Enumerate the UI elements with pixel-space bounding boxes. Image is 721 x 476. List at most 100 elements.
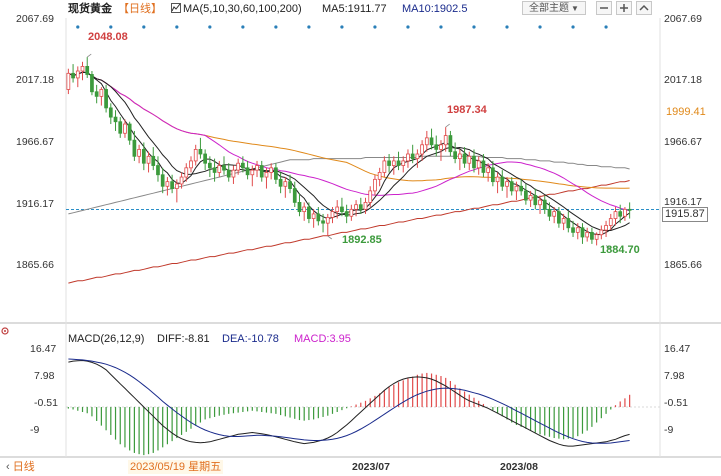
candle-body [476, 160, 481, 169]
y-tick-right-1: 2017.18 [664, 74, 702, 86]
candle-body [618, 211, 623, 217]
candle-body [264, 172, 269, 178]
theme-dropdown-button[interactable]: 全部主题 ▼ [522, 1, 586, 15]
candle-body [349, 208, 354, 217]
candle-body [566, 218, 571, 229]
candle-body [509, 181, 514, 192]
ma100-line [68, 155, 630, 215]
candle-body [288, 181, 292, 189]
event-marker [175, 25, 179, 29]
candle-body [184, 167, 189, 178]
candle-body [344, 211, 349, 217]
y-tick-left-1: 2017.18 [16, 74, 54, 86]
candle-body [127, 123, 132, 141]
theme-dropdown-label: 全部主题 [529, 3, 570, 14]
candle-body [561, 218, 566, 224]
candle-body [297, 202, 302, 213]
event-marker [109, 25, 113, 29]
chevron-up-icon [639, 4, 649, 11]
ma60-last-tag: 1999.41 [666, 106, 706, 118]
candle-body [160, 174, 165, 187]
candle-body [500, 176, 505, 187]
candle-body [321, 220, 325, 224]
candle-body [123, 123, 127, 134]
footer-period-label[interactable]: ‹ 日线 [6, 460, 35, 474]
candle-body [283, 181, 288, 187]
candle-body [104, 89, 108, 109]
candle-body [608, 218, 613, 226]
candle-body [217, 165, 222, 173]
candle-body [307, 206, 311, 219]
macd-legend-label: MACD(26,12,9) [68, 333, 145, 345]
candle-body [519, 185, 524, 192]
toggle-panel-button[interactable] [636, 1, 652, 15]
candle-body [335, 206, 340, 213]
candle-body [66, 72, 71, 90]
candle-body [207, 162, 212, 169]
candle-body [429, 137, 434, 146]
annotation-leader [605, 245, 611, 249]
candle-body [80, 66, 85, 72]
candle-body [472, 155, 476, 169]
candle-body [236, 162, 241, 171]
candle-body [481, 160, 486, 173]
minus-icon [600, 7, 608, 9]
candle-body [382, 160, 387, 173]
candle-body [269, 167, 274, 173]
candle-body [420, 144, 424, 155]
annotation-leader [86, 53, 92, 58]
event-marker [571, 25, 575, 29]
event-marker [472, 25, 476, 29]
y-tick-right-4: 1865.66 [664, 259, 702, 271]
event-marker [406, 25, 410, 29]
macd-dea-line [68, 358, 630, 444]
candle-body [292, 188, 297, 203]
candle-body [457, 153, 462, 160]
candle-body [203, 153, 208, 164]
ma-legend-label: MA(5,10,30,60,100,200) [183, 3, 302, 15]
settings-icon[interactable] [0, 326, 10, 336]
macd-tick-right-2: -0.51 [664, 397, 688, 409]
macd-hist-value: MACD:3.95 [294, 333, 351, 345]
y-tick-left-3: 1916.17 [16, 198, 54, 210]
zoom-out-button[interactable] [596, 1, 612, 15]
candle-body [193, 148, 198, 162]
candle-body [599, 229, 604, 236]
candle-body [542, 199, 547, 210]
candle-body [90, 74, 94, 93]
candle-body [424, 137, 429, 146]
candle-body [613, 211, 618, 219]
event-marker [604, 25, 608, 29]
x-tick-1: 2023/08 [500, 461, 538, 473]
event-marker [274, 25, 278, 29]
chevron-left-icon: ‹ [6, 461, 10, 473]
candle-body [250, 169, 255, 176]
candle-body [434, 144, 439, 150]
candle-body [151, 155, 156, 166]
candle-body [189, 160, 193, 169]
candle-body [259, 165, 264, 178]
macd-tick-right-0: 16.47 [664, 343, 691, 355]
ma-toggle-icon[interactable] [171, 3, 181, 13]
candle-body [453, 151, 457, 160]
current-price-tag: 1915.87 [662, 207, 708, 222]
event-marker [505, 25, 509, 29]
candle-body [170, 181, 174, 189]
candle-body [231, 169, 236, 178]
candle-body [94, 91, 99, 97]
annotation-leader [445, 123, 450, 128]
candle-body [241, 162, 245, 169]
candle-body [325, 216, 330, 224]
zoom-in-button[interactable] [616, 1, 632, 15]
candle-body [623, 208, 627, 217]
candle-body [118, 121, 123, 134]
candle-body [132, 139, 137, 157]
candle-body [627, 208, 632, 211]
event-marker [340, 25, 344, 29]
period-label[interactable]: 【日线】 [118, 3, 162, 15]
plus-icon [620, 4, 628, 12]
candle-body [580, 227, 585, 238]
candle-body [278, 178, 283, 187]
candle-body [71, 72, 75, 79]
